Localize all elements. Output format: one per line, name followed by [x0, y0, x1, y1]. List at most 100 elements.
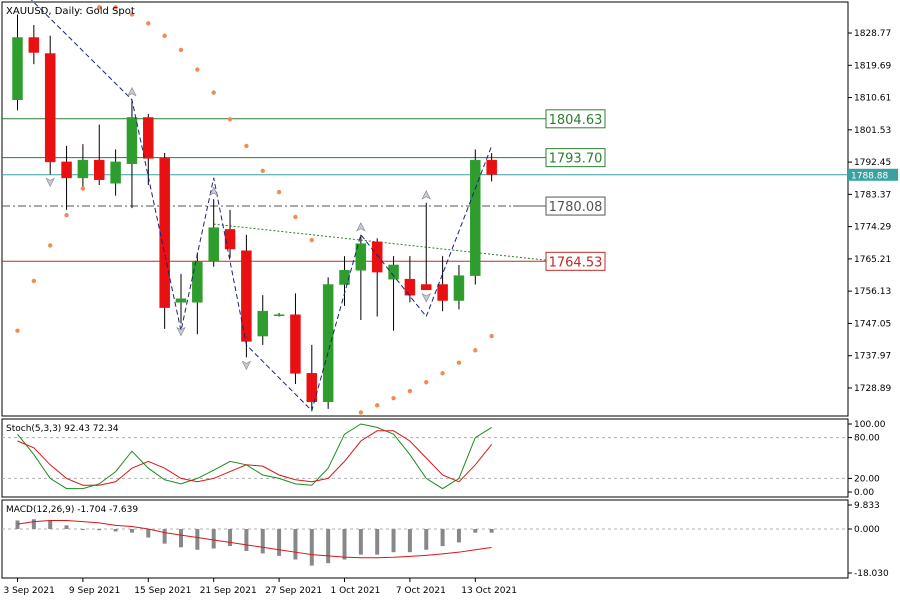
sar-dot [244, 143, 249, 149]
level-label-box [545, 251, 606, 271]
sar-dot [407, 388, 413, 394]
macd-histogram-bar [440, 528, 445, 547]
candle [77, 144, 89, 189]
candle-body [208, 227, 219, 262]
price-tick-label: 1810.61 [854, 94, 891, 104]
price-tick-label: 1828.77 [854, 29, 891, 39]
candle [371, 238, 383, 317]
macd-histogram-bar [473, 528, 478, 533]
price-tick-label: 1747.05 [854, 319, 891, 329]
sar-dot [293, 214, 298, 220]
level-label-box [545, 196, 606, 216]
macd-tick-label: -18.030 [854, 569, 889, 579]
macd-histogram-bar [277, 528, 282, 556]
stoch-tick-label: 0.00 [854, 488, 874, 498]
macd-histogram-bar [15, 520, 20, 529]
sar-dot [129, 12, 135, 17]
sar-dot [195, 67, 200, 72]
sar-dot [97, 5, 102, 10]
candle [94, 124, 105, 186]
candle [339, 256, 350, 306]
sar-dot [31, 278, 37, 284]
price-tick-label: 1737.97 [854, 352, 891, 362]
sar-dot [227, 117, 233, 122]
candle-body [61, 161, 72, 179]
candle [355, 234, 367, 321]
sar-dot [178, 47, 184, 53]
candle [159, 153, 170, 329]
macd-histogram-bar [391, 528, 396, 553]
current-price-badge [848, 168, 898, 181]
candle-body [388, 264, 399, 280]
candle-body [404, 278, 416, 296]
candle-body [143, 117, 154, 159]
time-tick-label: 3 Sep 2021 [4, 586, 55, 596]
candle-body [486, 159, 497, 175]
level-label-box [545, 148, 606, 168]
candle-body [126, 117, 138, 164]
panel-frame-2 [1, 499, 849, 579]
macd-tick-label: 0.000 [854, 525, 880, 535]
sar-dot [211, 90, 216, 95]
macd-histogram-bar [80, 528, 85, 530]
sar-dot [15, 328, 20, 333]
time-tick-label: 13 Oct 2021 [461, 586, 517, 596]
price-tick-label: 1756.13 [854, 287, 891, 297]
candle [437, 256, 448, 312]
sar-dot [456, 360, 462, 365]
panel-frame-1 [1, 418, 849, 498]
sar-dot [260, 168, 265, 173]
macd-histogram-bar [260, 528, 265, 554]
candle [224, 209, 236, 258]
candle-body [290, 314, 301, 374]
candle-body [437, 284, 448, 301]
time-tick-label: 15 Sep 2021 [134, 586, 191, 596]
candle [175, 273, 187, 324]
level-label: 1793.70 [549, 152, 603, 167]
time-tick-label: 9 Sep 2021 [69, 586, 120, 596]
candle [12, 14, 23, 111]
time-tick-label: 21 Sep 2021 [200, 586, 257, 596]
sar-dot [440, 371, 445, 376]
macd-histogram-bar [31, 519, 36, 529]
macd-histogram-bar [309, 528, 314, 566]
stoch-tick-label: 100.00 [854, 420, 886, 430]
candle-body [44, 53, 56, 163]
fractal-up-arrow [356, 222, 366, 232]
macd-histogram-bar [146, 528, 151, 538]
time-tick-label: 1 Oct 2021 [331, 586, 381, 596]
macd-histogram-bar [179, 528, 183, 548]
price-tick-label: 1765.21 [854, 255, 891, 265]
candle [486, 153, 497, 182]
candle-body [77, 159, 89, 179]
macd-histogram-bar [244, 528, 249, 551]
candle [61, 145, 72, 210]
candle-body [12, 37, 23, 100]
candle-body [175, 298, 187, 303]
macd-histogram-bar [195, 528, 200, 550]
candle [257, 295, 268, 345]
macd-signal-line [17, 519, 492, 559]
stoch-title: Stoch(5,3,3) 92.43 72.34 [6, 424, 119, 434]
macd-histogram-bar [456, 528, 461, 543]
candle-body [339, 270, 350, 285]
candle-body [110, 161, 121, 184]
current-price-label: 1788.88 [851, 171, 888, 181]
fractal-up-arrow [209, 186, 219, 196]
sar-dot [375, 403, 380, 408]
price-tick-label: 1792.45 [854, 158, 891, 168]
fractal-down-arrow [176, 326, 186, 337]
candle [28, 25, 40, 65]
macd-histogram-bar [228, 528, 233, 547]
candle [143, 113, 154, 186]
level-label: 1764.53 [549, 255, 603, 270]
macd-histogram-bar [342, 528, 347, 560]
fractal-up-arrow [127, 87, 137, 97]
macd-histogram-bar [113, 528, 118, 532]
price-panel: 1828.77 1819.69 1810.61 1801.53 1792.45 1783.… [2, 0, 898, 415]
macd-histogram-bar [162, 528, 167, 544]
stoch-tick-label: 20.00 [854, 474, 880, 484]
macd-title: MACD(12,26,9) -1.704 -7.639 [6, 505, 138, 515]
stoch-signal-line [17, 430, 493, 486]
